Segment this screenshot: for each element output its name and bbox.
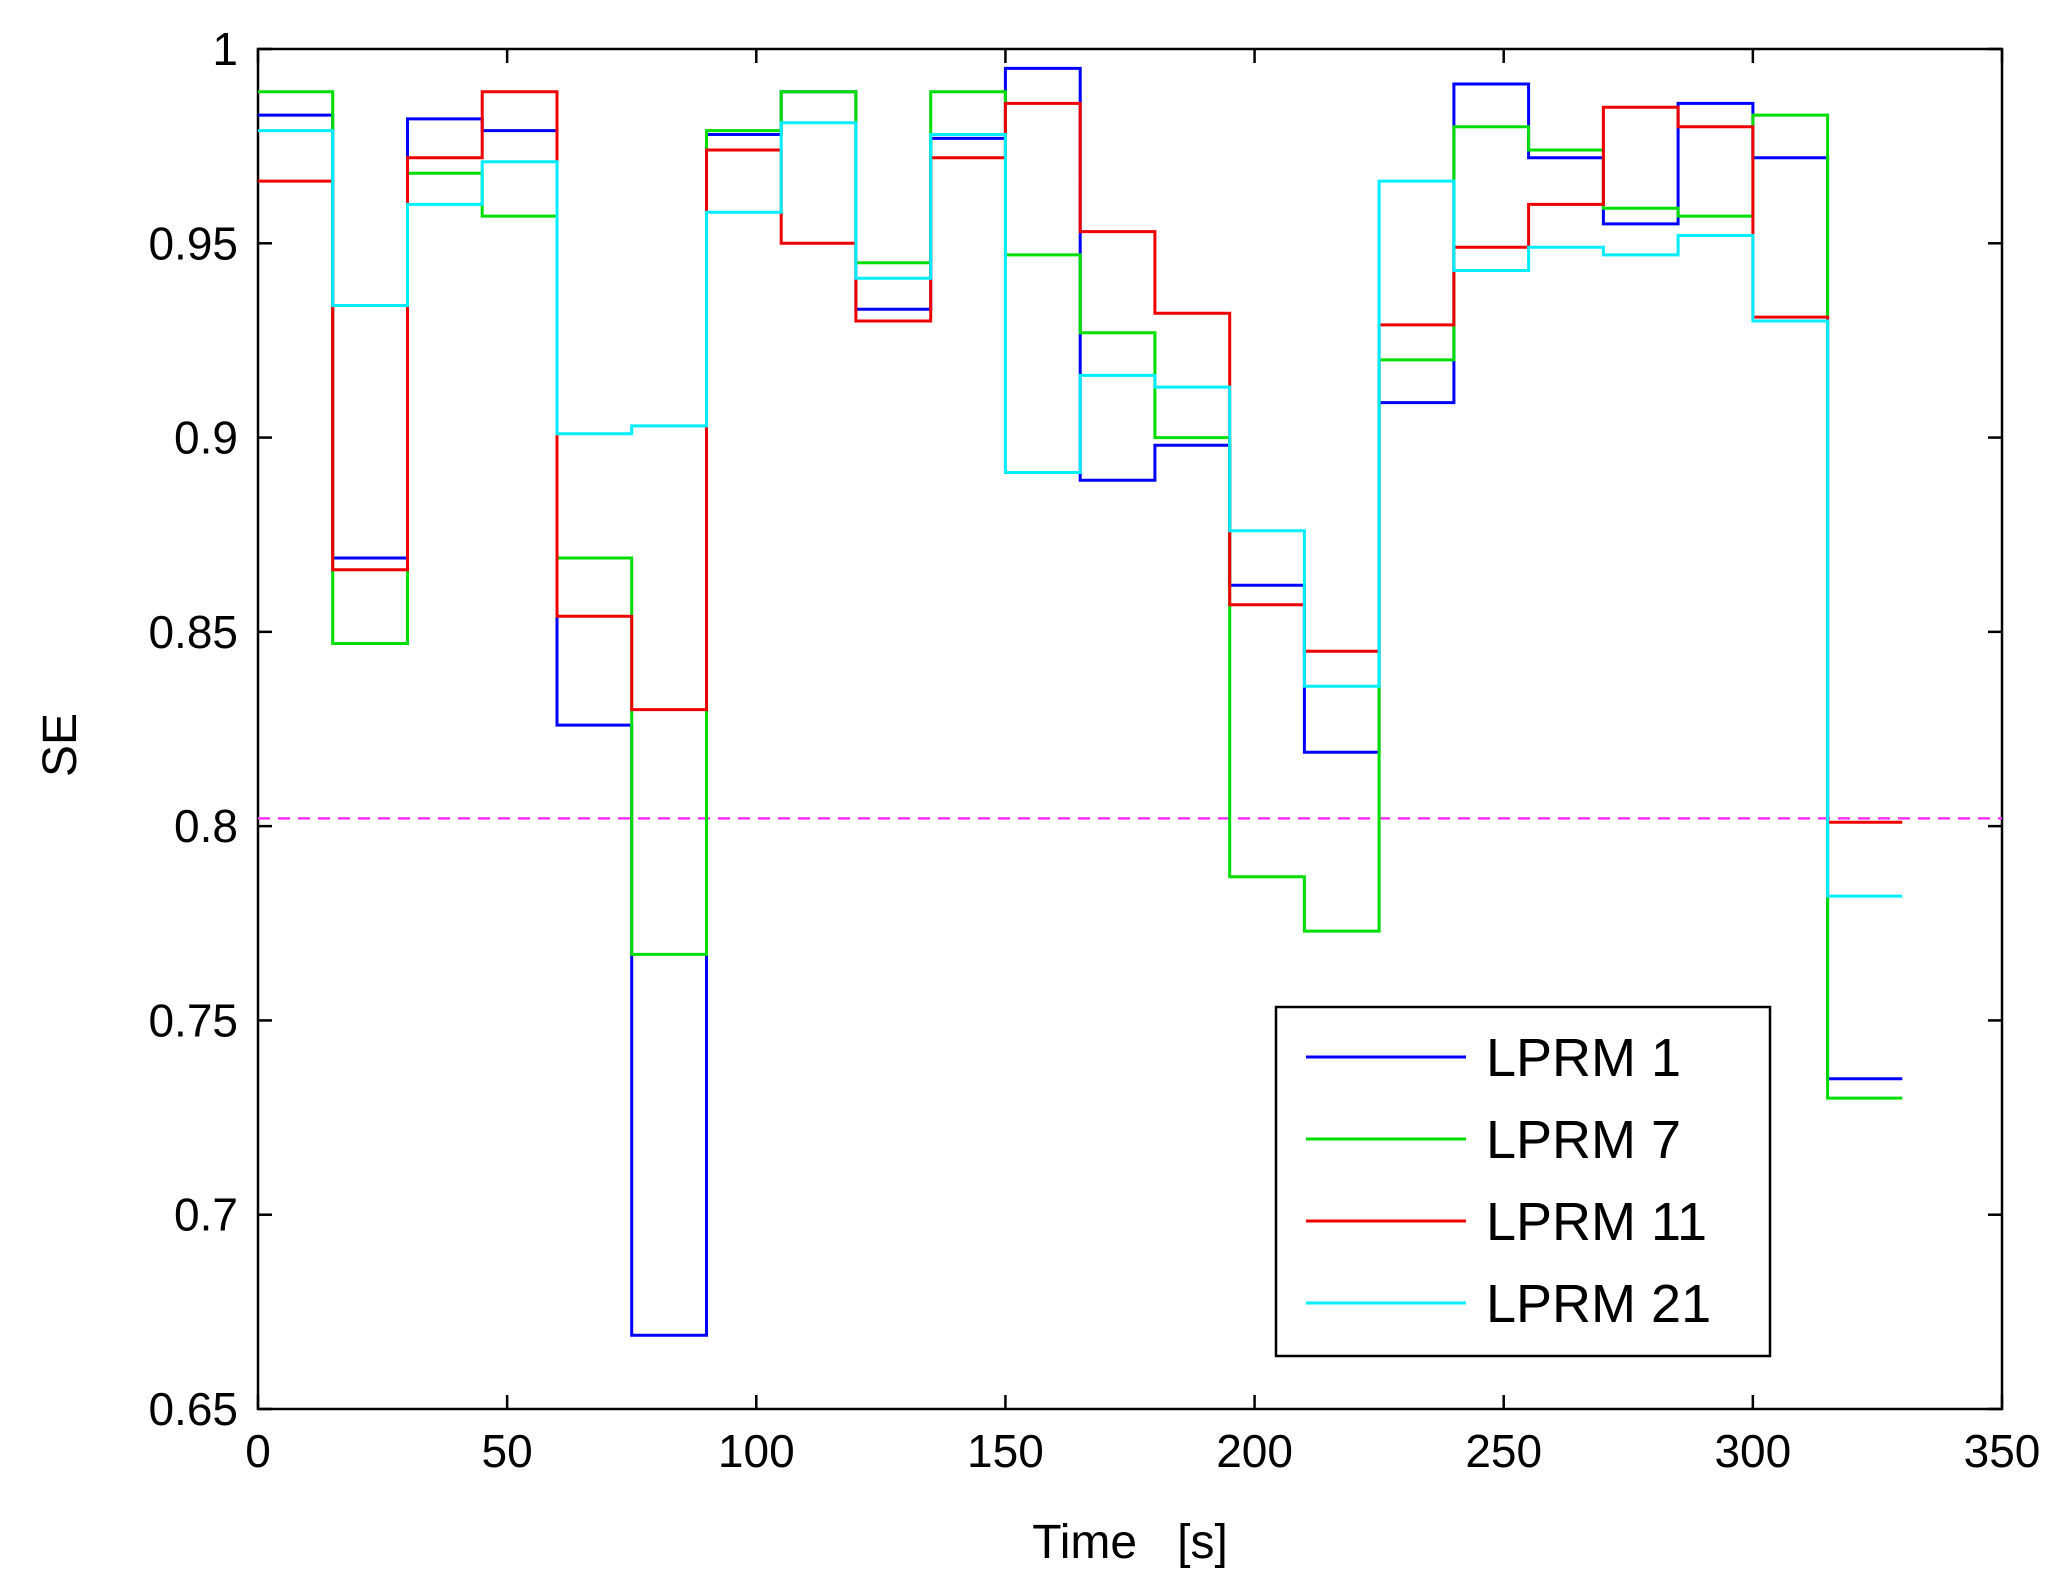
legend-label: LPRM 7	[1486, 1110, 1681, 1170]
x-tick-label: 100	[718, 1425, 795, 1477]
y-tick-label: 0.65	[148, 1383, 238, 1435]
legend-label: LPRM 11	[1486, 1192, 1707, 1252]
y-tick-label: 0.9	[174, 412, 238, 464]
y-tick-label: 0.7	[174, 1189, 238, 1241]
x-tick-label: 300	[1714, 1425, 1791, 1477]
y-axis-label: SE	[34, 713, 87, 777]
x-axis-label: Time [s]	[1032, 1516, 1228, 1569]
tick-labels: 0 50 100 150 200 250 300 350 0.65 0.7 0.75 0.8 0.85 0…	[148, 23, 2040, 1477]
x-tick-label: 0	[245, 1425, 271, 1477]
series-line-lprm-21	[258, 121, 1903, 898]
legend-label: LPRM 21	[1486, 1274, 1711, 1334]
x-tick-label: 350	[1964, 1425, 2041, 1477]
y-tick-label: 1	[212, 23, 238, 75]
x-tick-label: 50	[482, 1425, 533, 1477]
y-tick-label: 0.8	[174, 800, 238, 852]
x-tick-label: 250	[1465, 1425, 1542, 1477]
x-tick-label: 200	[1216, 1425, 1293, 1477]
legend-label: LPRM 1	[1486, 1028, 1681, 1088]
x-tick-label: 150	[967, 1425, 1044, 1477]
legend: LPRM 1 LPRM 7 LPRM 11 LPRM 21	[1274, 1005, 1772, 1358]
y-tick-label: 0.75	[148, 994, 238, 1046]
y-tick-label: 0.85	[148, 606, 238, 658]
y-tick-label: 0.95	[148, 217, 238, 269]
series-lines	[258, 66, 1903, 1337]
axis-ticks	[256, 47, 2004, 1411]
legend-box	[1274, 1005, 1772, 1358]
